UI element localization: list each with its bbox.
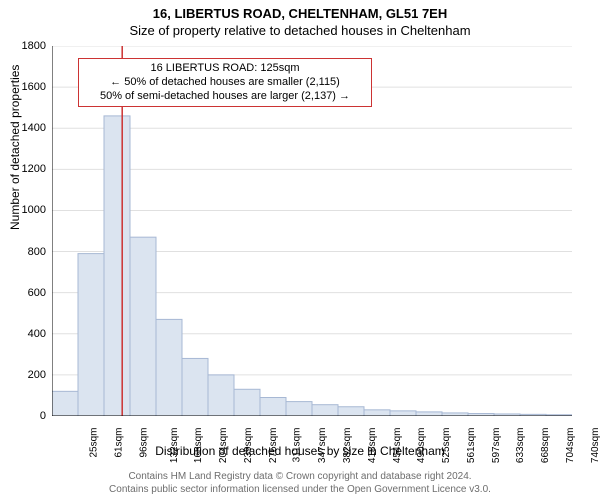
page-title: 16, LIBERTUS ROAD, CHELTENHAM, GL51 7EH [0,6,600,21]
footer-line-1: Contains HM Land Registry data © Crown c… [0,471,600,484]
y-tick-label: 1400 [12,122,46,134]
annotation-line-1: 16 LIBERTUS ROAD: 125sqm [85,62,365,76]
x-axis-label: Distribution of detached houses by size … [0,444,600,458]
y-tick-label: 1200 [12,163,46,175]
y-tick-label: 1000 [12,204,46,216]
y-tick-label: 400 [12,328,46,340]
footer-line-2: Contains public sector information licen… [0,484,600,497]
y-tick-label: 0 [12,410,46,422]
footer-attribution: Contains HM Land Registry data © Crown c… [0,471,600,496]
y-tick-label: 800 [12,246,46,258]
annotation-line-2: ← 50% of detached houses are smaller (2,… [85,76,365,90]
y-tick-label: 1600 [12,81,46,93]
y-tick-label: 1800 [12,40,46,52]
annotation-line-3: 50% of semi-detached houses are larger (… [85,90,365,104]
page-subtitle: Size of property relative to detached ho… [0,23,600,38]
marker-annotation: 16 LIBERTUS ROAD: 125sqm ← 50% of detach… [78,58,372,107]
y-tick-label: 200 [12,369,46,381]
y-tick-label: 600 [12,287,46,299]
